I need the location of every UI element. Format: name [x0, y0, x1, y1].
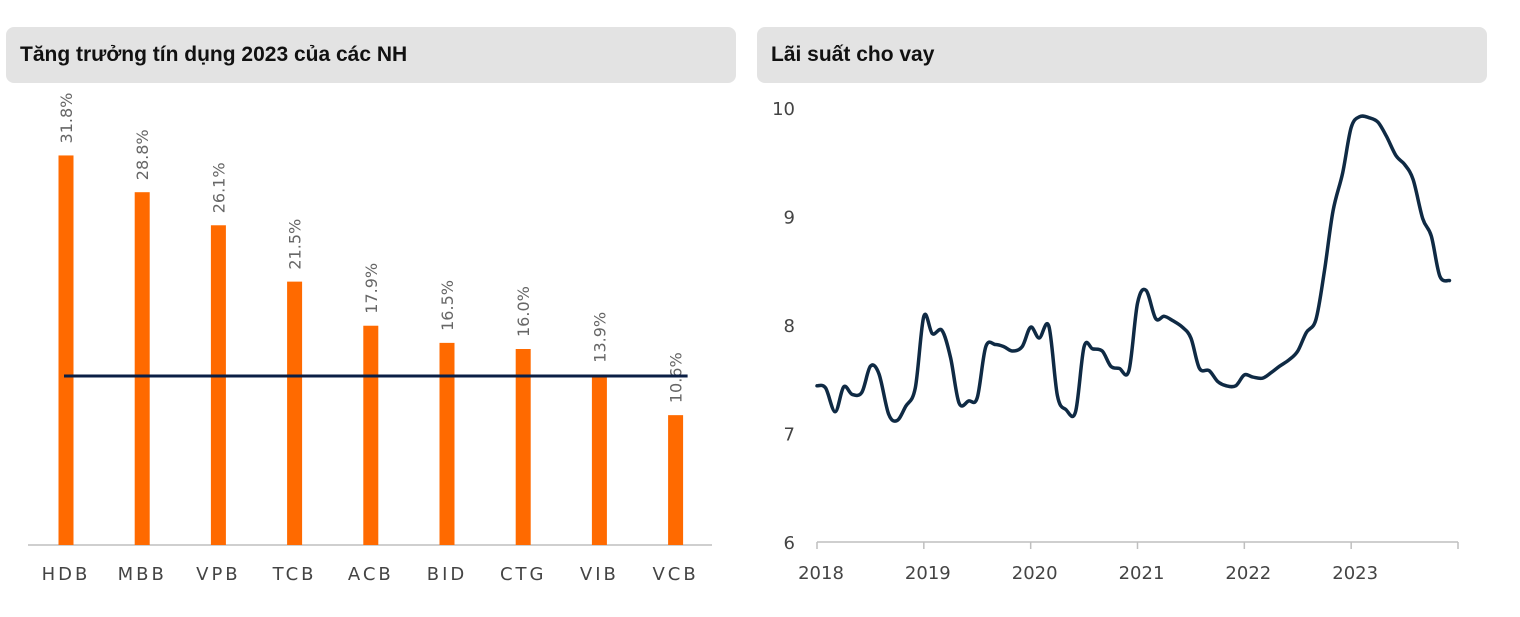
y-tick-label: 6 — [784, 533, 795, 554]
bar-vib — [591, 374, 607, 545]
x-tick-label: 2018 — [798, 563, 844, 584]
bar-bid — [439, 342, 455, 545]
value-label: 16.5% — [438, 280, 457, 331]
x-tick-label: 2023 — [1332, 563, 1378, 584]
x-tick-label: 2019 — [905, 563, 951, 584]
category-label: BID — [427, 564, 468, 585]
value-label: 21.5% — [286, 219, 305, 270]
bar-acb — [363, 325, 379, 545]
lending-rate-line — [815, 114, 1452, 423]
line-chart-title: Lãi suất cho vay — [757, 27, 1487, 83]
bar-vcb — [668, 415, 684, 545]
bar-chart: HDB 31.8% MBB 28.8% VPB 26.1% TCB 21.5% ACB 17.9%… — [28, 93, 712, 585]
category-label: VPB — [196, 564, 241, 585]
category-label: VCB — [652, 564, 698, 585]
bar-vpb — [210, 225, 226, 545]
value-label: 26.1% — [209, 162, 228, 213]
value-label: 28.8% — [133, 129, 152, 180]
category-label: TCB — [272, 564, 317, 585]
x-tick-label: 2021 — [1119, 563, 1165, 584]
x-tick-label: 2022 — [1225, 563, 1271, 584]
category-label: HDB — [42, 564, 91, 585]
value-label: 10.6% — [667, 352, 686, 403]
category-label: ACB — [348, 564, 394, 585]
value-label: 17.9% — [362, 263, 381, 314]
value-label: 16.0% — [514, 286, 533, 337]
category-label: VIB — [580, 564, 619, 585]
y-tick-label: 10 — [772, 99, 795, 120]
bar-hdb — [58, 155, 74, 545]
category-label: CTG — [500, 564, 547, 585]
category-label: MBB — [118, 564, 167, 585]
y-tick-label: 9 — [784, 208, 795, 229]
bar-mbb — [134, 192, 150, 545]
line-chart: 2018 2019 2020 2021 2022 2023 6 7 8 9 10 — [772, 99, 1459, 584]
bar-chart-title: Tăng trưởng tín dụng 2023 của các NH — [6, 27, 736, 83]
x-tick-label: 2020 — [1012, 563, 1058, 584]
value-label: 31.8% — [57, 93, 76, 144]
value-label: 13.9% — [590, 312, 609, 363]
bar-ctg — [515, 349, 531, 545]
y-tick-label: 8 — [784, 316, 795, 337]
y-tick-label: 7 — [784, 425, 795, 446]
bar-tcb — [287, 281, 303, 545]
